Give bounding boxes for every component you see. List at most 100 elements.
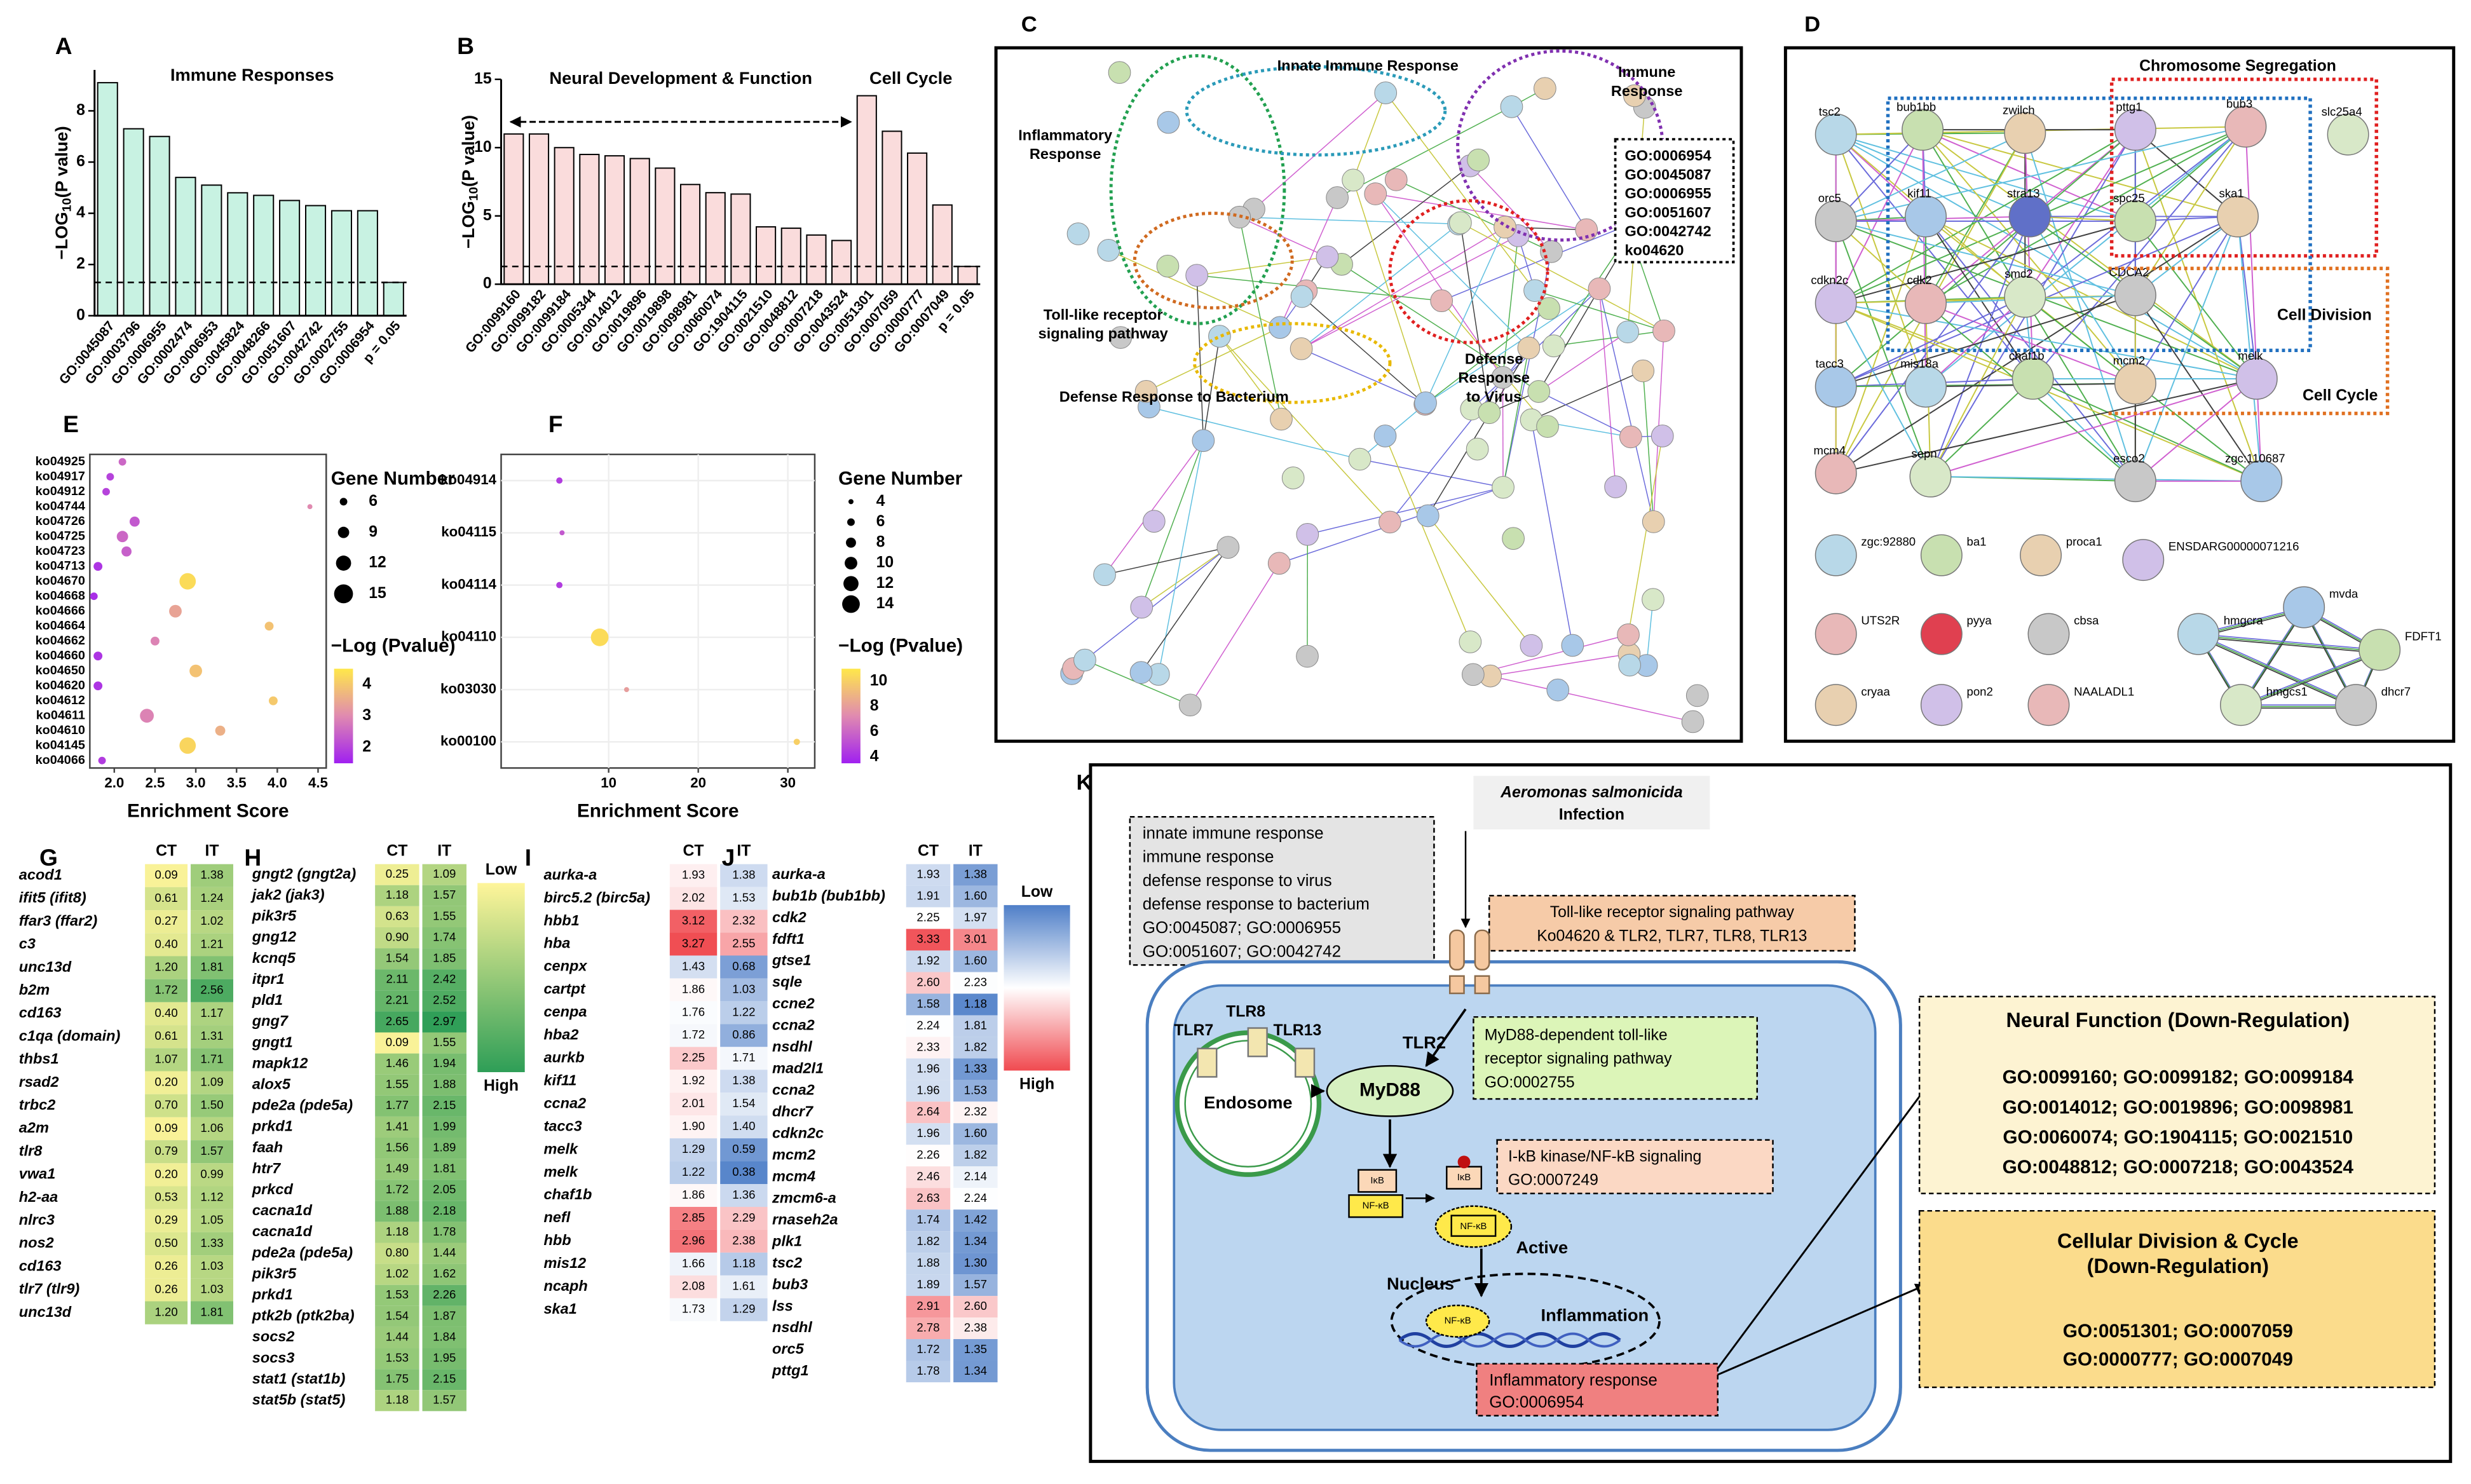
cell-value: 1.78 [433,1225,456,1238]
y-tick-label: ko04145 [36,738,85,752]
y-tick-label: ko00100 [440,733,496,749]
bar [705,192,726,285]
node [1905,195,1947,238]
heat-cell [422,1138,466,1159]
gene-name: ffar3 (ffar2) [19,912,98,929]
heat-cell [422,1159,466,1180]
cell-value: 1.91 [916,889,939,902]
cell-value: 0.68 [732,959,755,972]
node [1384,168,1408,191]
node [1527,380,1551,403]
label: defense response to bacterium [1143,894,1370,913]
heat-cell [906,1296,951,1318]
edge [2198,633,2357,706]
y-axis-label-part: 10 [60,198,74,212]
bubble [307,504,313,510]
cell-value: 2.96 [682,1234,705,1247]
cell-value: 1.96 [916,1126,939,1140]
colorbar-label: 4 [362,676,371,693]
node [1416,504,1440,528]
node-label: spc25 [2113,191,2145,205]
heat-cell [191,1232,233,1256]
heat-cell [906,1123,951,1145]
heat-cell [375,885,419,906]
node [1290,337,1313,360]
node [1494,215,1516,239]
node [1642,588,1664,611]
node [1523,279,1546,303]
cell-value: 1.38 [200,868,223,882]
cell-value: 1.18 [386,888,409,901]
node-label: orc5 [1818,191,1841,205]
heat-cell [720,1001,768,1025]
panel-label: E [63,411,79,437]
bubble [93,651,103,661]
colorbar-label: 4 [870,748,879,765]
legend-label: 4 [876,493,885,510]
column-header: IT [969,842,983,859]
receptor-base [1448,975,1465,995]
edge [1835,216,1926,474]
gene-name: mapk12 [252,1054,308,1071]
node-label: hmgcra [2224,614,2264,627]
cell-value: 1.02 [386,1267,409,1280]
cell-value: 2.97 [433,1014,456,1028]
node [1414,391,1437,414]
cell-value: 3.01 [964,932,987,945]
chart-title: Cell Cycle [869,68,952,88]
cell-value: 1.60 [964,953,987,967]
node [1905,282,1947,324]
heat-cell [191,1186,233,1209]
heat-cell [145,933,188,956]
edge [1835,215,2238,474]
x-tick-label: 3.5 [227,775,247,791]
edge [2029,216,2136,384]
group-outline [1886,96,2312,353]
gene-name: c1qa (domain) [19,1027,121,1044]
node [1192,429,1215,453]
edge [1628,435,1663,635]
y-tick-label: ko04726 [36,514,85,528]
heat-cell [375,1032,419,1054]
heat-cell [906,1166,951,1188]
cell-value: 1.97 [964,911,987,924]
node-label: dhcr7 [2381,684,2411,698]
edge [1424,308,1549,405]
gene-name: mis12 [543,1255,586,1271]
gene-name: tlr8 [19,1142,43,1159]
bubble [116,531,128,543]
label: NF-κB [1445,1316,1471,1326]
gene-name: socs3 [252,1349,295,1366]
edge [1835,134,1926,387]
cell-value: 2.18 [433,1204,456,1217]
bar [780,228,801,285]
gene-name: ccna2 [772,1082,815,1098]
edge [2135,221,2257,379]
bubble [121,546,132,557]
cell-value: 1.53 [386,1288,409,1301]
node [2235,357,2278,400]
node [1920,613,1963,655]
node [1378,510,1401,534]
gene-name: hba [543,935,570,951]
heat-cell [145,1117,188,1141]
cell-value: 1.96 [916,1061,939,1075]
bar [279,200,301,317]
label: GO:0060074; GO:1904115; GO:0021510 [2003,1127,2353,1148]
edge [2135,294,2263,482]
cell-value: 1.55 [433,1035,456,1049]
cell-value: 2.60 [916,975,939,988]
y-tick-label: ko04611 [36,708,85,722]
cell-value: 1.93 [916,868,939,881]
heat-cell [422,906,466,927]
bar [528,133,550,285]
node [1430,289,1453,313]
y-tick-label: ko04115 [441,524,496,540]
heat-cell [906,1145,951,1167]
cell-value: 1.86 [682,1188,705,1201]
panel-label: H [244,844,261,871]
dna [1398,1332,1621,1348]
node [2217,195,2259,238]
label: GO:0000777; GO:0007049 [2063,1349,2293,1370]
nfkb [1450,1215,1497,1237]
